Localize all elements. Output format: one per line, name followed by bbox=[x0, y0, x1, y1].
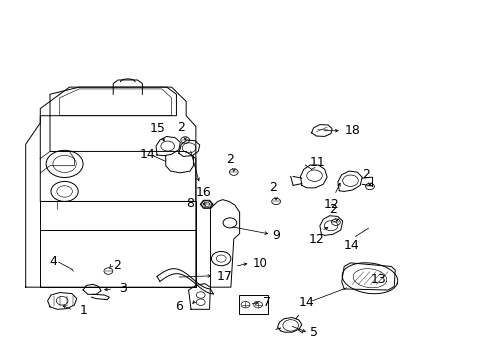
Text: 17: 17 bbox=[216, 270, 232, 283]
Text: 2: 2 bbox=[362, 168, 369, 181]
Text: 10: 10 bbox=[252, 257, 266, 270]
Text: 6: 6 bbox=[175, 300, 183, 313]
Text: 2: 2 bbox=[225, 153, 233, 166]
Text: 16: 16 bbox=[196, 186, 211, 199]
Text: 13: 13 bbox=[370, 273, 386, 286]
Text: 1: 1 bbox=[79, 304, 87, 317]
Text: 2: 2 bbox=[177, 121, 185, 134]
Text: 14: 14 bbox=[298, 296, 314, 309]
Text: 3: 3 bbox=[119, 283, 127, 296]
Text: 4: 4 bbox=[49, 255, 57, 268]
Text: 15: 15 bbox=[150, 122, 165, 135]
Text: 12: 12 bbox=[308, 233, 324, 246]
Text: 9: 9 bbox=[272, 229, 280, 242]
Text: 8: 8 bbox=[185, 197, 194, 210]
Text: 18: 18 bbox=[344, 124, 359, 137]
Text: 2: 2 bbox=[328, 203, 336, 216]
Bar bbox=[238, 296, 267, 314]
Text: 14: 14 bbox=[343, 239, 359, 252]
Text: 2: 2 bbox=[113, 258, 121, 271]
Text: 5: 5 bbox=[309, 327, 318, 339]
Text: 11: 11 bbox=[309, 156, 325, 169]
Text: 14: 14 bbox=[139, 148, 155, 161]
Text: 12: 12 bbox=[323, 198, 338, 211]
Text: 2: 2 bbox=[268, 181, 276, 194]
Text: 7: 7 bbox=[263, 296, 270, 309]
